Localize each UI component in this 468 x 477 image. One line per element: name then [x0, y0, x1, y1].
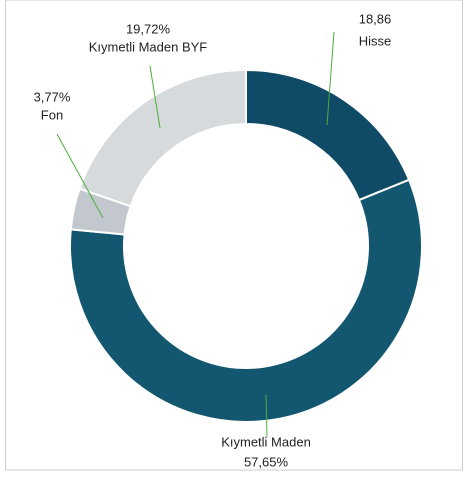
donut-segment [69, 178, 423, 423]
data-label: 18,86 [359, 11, 392, 26]
data-label: 19,72% [126, 21, 171, 36]
data-label: 3,77% [34, 89, 71, 104]
frame [5, 0, 463, 471]
data-label: 57,65% [244, 454, 289, 469]
category-label: Kıymetli Maden [221, 434, 311, 449]
donut-segment [245, 68, 411, 202]
category-label: Kıymetli Maden BYF [89, 39, 208, 54]
leader-line [56, 133, 104, 219]
donut-segment [78, 68, 247, 208]
leader-line [265, 394, 268, 438]
leader-line [149, 65, 161, 129]
category-label: Fon [41, 107, 63, 122]
leader-line [326, 31, 335, 126]
category-label: Hisse [359, 33, 392, 48]
